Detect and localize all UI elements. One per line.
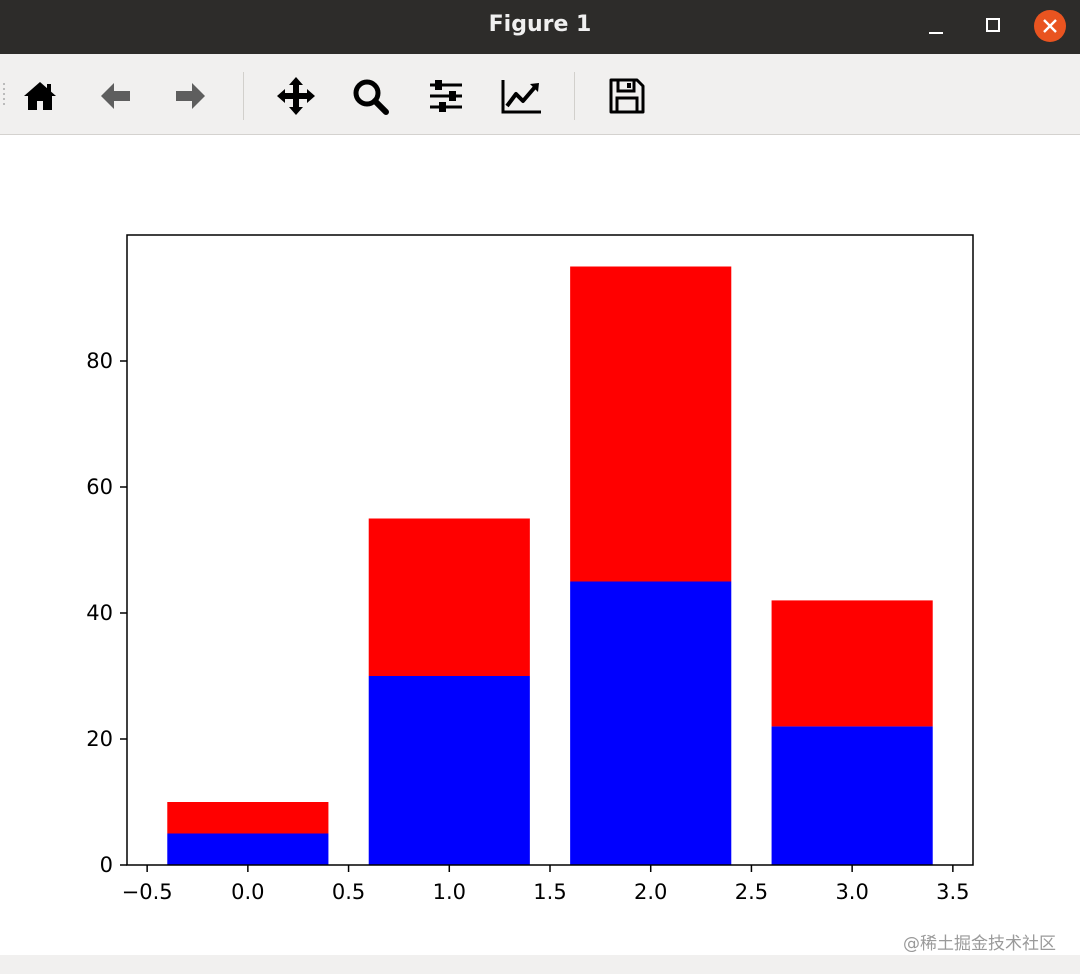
bar-series0-1 xyxy=(368,676,530,865)
line-chart-icon[interactable] xyxy=(499,74,543,118)
bar-series0-3 xyxy=(771,726,933,865)
y-tick-label: 40 xyxy=(86,601,113,625)
x-tick-label: 0.0 xyxy=(231,880,264,904)
x-tick-label: 1.0 xyxy=(433,880,466,904)
floppy-disk-icon[interactable] xyxy=(605,74,649,118)
x-tick-label: 0.5 xyxy=(332,880,365,904)
bar-series1-3 xyxy=(771,600,933,727)
x-tick-label: 2.5 xyxy=(735,880,768,904)
x-axis: −0.5 0.0 0.5 1.0 1.5 2.0 2.5 3.0 3.5 xyxy=(122,865,970,904)
y-tick-label: 0 xyxy=(100,853,113,877)
bar-series0-0 xyxy=(167,833,329,865)
x-tick-label: 2.0 xyxy=(634,880,667,904)
arrow-right-icon[interactable] xyxy=(168,74,212,118)
bar-series0-2 xyxy=(570,581,732,865)
y-axis: 0 20 40 60 80 xyxy=(86,349,127,877)
watermark: @稀土掘金技术社区 xyxy=(903,934,1056,954)
y-tick-label: 20 xyxy=(86,727,113,751)
status-bar xyxy=(0,955,1080,974)
bar-series1-1 xyxy=(368,518,530,676)
minimize-icon[interactable] xyxy=(918,8,954,44)
x-tick-label: −0.5 xyxy=(122,880,173,904)
title-bar: Figure 1 xyxy=(0,0,1080,54)
sliders-icon[interactable] xyxy=(424,74,468,118)
move-icon[interactable] xyxy=(274,74,318,118)
toolbar-separator xyxy=(574,72,575,120)
bars-group xyxy=(167,266,933,865)
home-icon[interactable] xyxy=(18,74,62,118)
x-tick-label: 3.0 xyxy=(835,880,868,904)
toolbar-grip-icon[interactable] xyxy=(2,82,6,106)
figure-canvas[interactable]: −0.5 0.0 0.5 1.0 1.5 2.0 2.5 3.0 3.5 0 20 40 60 80 xyxy=(0,135,1080,955)
window-title: Figure 1 xyxy=(488,12,592,37)
magnifier-icon[interactable] xyxy=(348,74,392,118)
toolbar-separator xyxy=(243,72,244,120)
y-tick-label: 60 xyxy=(86,475,113,499)
x-tick-label: 3.5 xyxy=(936,880,969,904)
bar-series1-0 xyxy=(167,802,329,834)
y-tick-label: 80 xyxy=(86,349,113,373)
toolbar xyxy=(0,54,1080,135)
bar-chart: −0.5 0.0 0.5 1.0 1.5 2.0 2.5 3.0 3.5 0 20 40 60 80 xyxy=(86,234,974,904)
x-tick-label: 1.5 xyxy=(533,880,566,904)
close-icon[interactable] xyxy=(1032,8,1068,44)
maximize-icon[interactable] xyxy=(975,8,1011,44)
bar-series1-2 xyxy=(570,266,732,582)
arrow-left-icon[interactable] xyxy=(94,74,138,118)
